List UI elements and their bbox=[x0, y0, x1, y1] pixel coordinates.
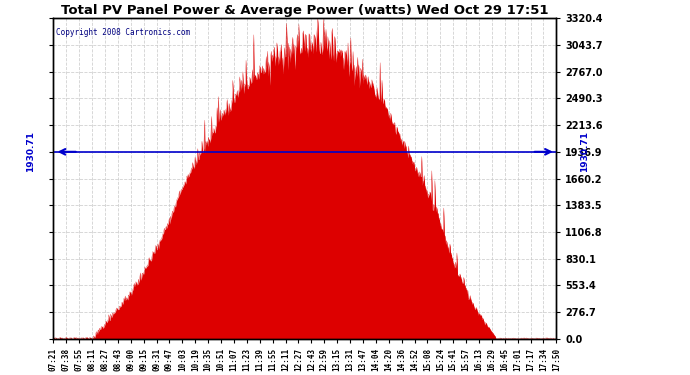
Text: 1930.71: 1930.71 bbox=[580, 131, 589, 172]
Text: 1930.71: 1930.71 bbox=[26, 131, 35, 172]
Title: Total PV Panel Power & Average Power (watts) Wed Oct 29 17:51: Total PV Panel Power & Average Power (wa… bbox=[61, 4, 549, 17]
Text: Copyright 2008 Cartronics.com: Copyright 2008 Cartronics.com bbox=[56, 28, 190, 37]
